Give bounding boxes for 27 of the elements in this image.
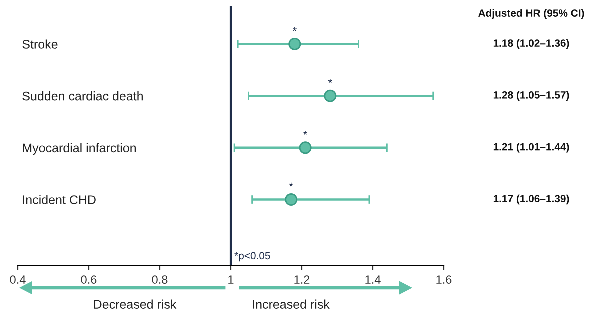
point — [285, 194, 298, 206]
annotation: *p<0.05 — [234, 252, 270, 262]
data-label: 1.28 (1.05–1.57) — [494, 91, 570, 101]
legend-title: Adjusted HR (95% CI) — [478, 9, 584, 20]
point — [288, 38, 302, 50]
point — [299, 142, 312, 154]
annotation: * — [292, 27, 297, 32]
y-tick-label: Myocardial infarction — [23, 143, 136, 156]
text: Increased risk — [253, 300, 330, 309]
x-tick-label: 0.8 — [152, 276, 168, 284]
data-label: 1.21 (1.01–1.44) — [494, 143, 570, 153]
y-tick-label: Incident CHD — [23, 195, 96, 204]
point — [324, 90, 337, 102]
annotation: * — [304, 131, 308, 135]
y-tick-label: Sudden cardiac death — [22, 92, 143, 101]
x-tick-label: 0.4 — [10, 276, 26, 284]
data-label: 1.18 (1.02–1.36) — [494, 39, 570, 50]
annotation: * — [289, 182, 294, 187]
x-tick-label: 1.4 — [366, 276, 381, 284]
x-tick-label: 1.6 — [436, 276, 452, 284]
data-label: 1.17 (1.06–1.39) — [494, 194, 570, 205]
x-tick-label: 0.6 — [81, 276, 97, 284]
y-tick-label: Stroke — [22, 40, 58, 49]
text: Decreased risk — [94, 300, 177, 309]
x-tick-label: 1.2 — [294, 276, 310, 284]
annotation: * — [328, 79, 332, 84]
x-tick-label: 1 — [228, 276, 234, 284]
